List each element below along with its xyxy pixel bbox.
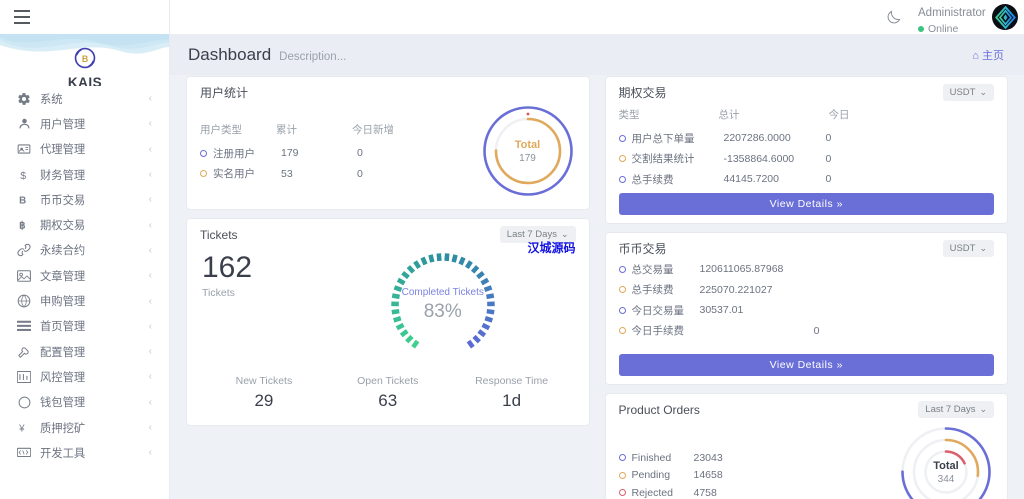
svg-text:฿: ฿	[19, 221, 25, 232]
svg-text:¥: ¥	[19, 423, 25, 434]
svg-text:B: B	[82, 54, 88, 64]
svg-text:B: B	[19, 195, 26, 206]
svg-text:$: $	[20, 170, 26, 182]
